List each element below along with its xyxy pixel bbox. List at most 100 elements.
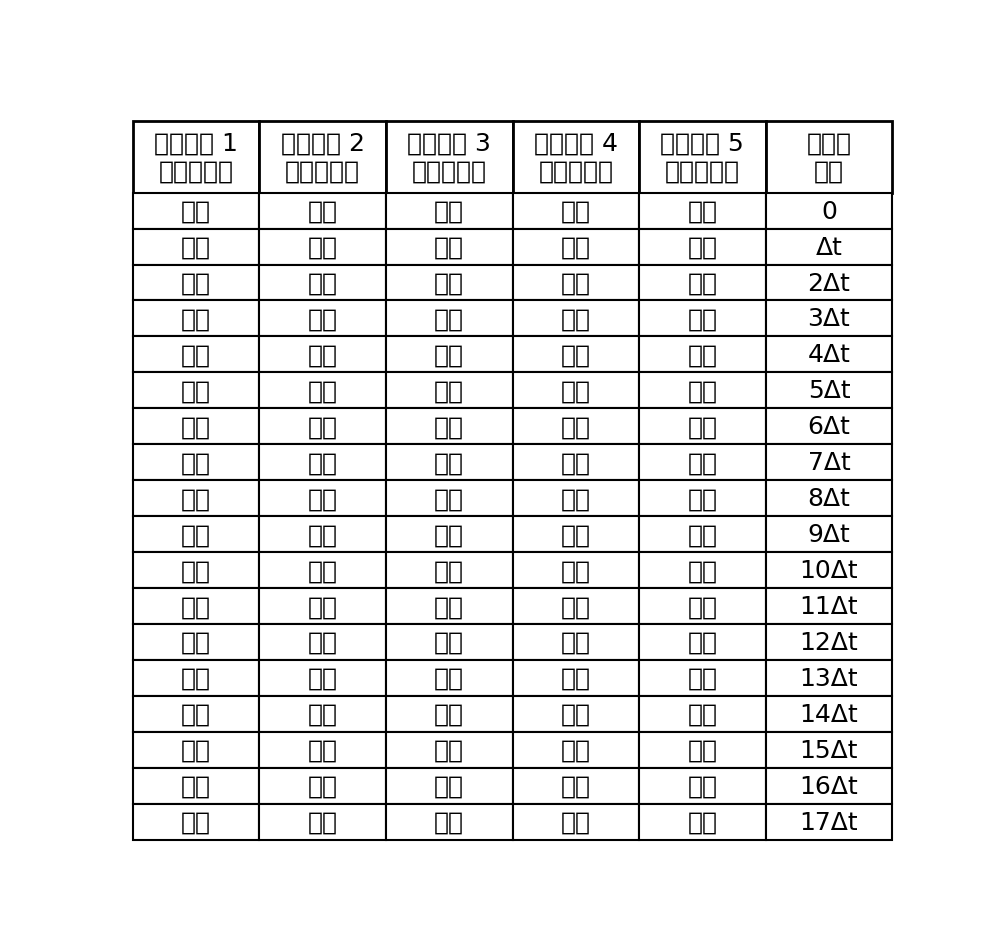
Bar — [766, 301, 892, 337]
Bar — [512, 193, 639, 229]
Text: 7Δt: 7Δt — [808, 451, 850, 475]
Bar — [512, 481, 639, 517]
Bar — [639, 337, 766, 373]
Text: 上路: 上路 — [434, 199, 464, 224]
Bar — [259, 696, 386, 732]
Bar — [386, 373, 512, 409]
Bar — [133, 661, 259, 696]
Bar — [386, 732, 512, 768]
Text: 下路: 下路 — [434, 630, 464, 654]
Text: 0: 0 — [821, 199, 837, 224]
Bar — [766, 732, 892, 768]
Text: 上路: 上路 — [561, 774, 591, 798]
Text: 上路: 上路 — [687, 630, 717, 654]
Text: 下路: 下路 — [561, 630, 591, 654]
Text: 下路: 下路 — [561, 738, 591, 763]
Text: 下路: 下路 — [434, 343, 464, 367]
Text: 17Δt: 17Δt — [800, 810, 858, 834]
Bar — [386, 122, 512, 193]
Bar — [512, 337, 639, 373]
Bar — [386, 337, 512, 373]
Bar — [639, 661, 766, 696]
Bar — [133, 337, 259, 373]
Text: 上路: 上路 — [687, 486, 717, 510]
Text: 下路: 下路 — [181, 810, 211, 834]
Text: 延时模块 2
光开关状态: 延时模块 2 光开关状态 — [281, 131, 365, 184]
Text: 下路: 下路 — [561, 523, 591, 546]
Text: 上路: 上路 — [561, 415, 591, 439]
Text: 上路: 上路 — [687, 594, 717, 619]
Text: 11Δt: 11Δt — [800, 594, 858, 619]
Bar — [133, 373, 259, 409]
Bar — [133, 552, 259, 588]
Bar — [386, 661, 512, 696]
Bar — [766, 409, 892, 445]
Text: 相对时
延量: 相对时 延量 — [806, 131, 851, 184]
Bar — [386, 481, 512, 517]
Text: 16Δt: 16Δt — [800, 774, 858, 798]
Text: 上路: 上路 — [181, 343, 211, 367]
Text: 下路: 下路 — [308, 703, 338, 726]
Bar — [639, 122, 766, 193]
Text: 上路: 上路 — [308, 630, 338, 654]
Text: 上路: 上路 — [308, 235, 338, 259]
Text: 上路: 上路 — [561, 379, 591, 403]
Bar — [512, 373, 639, 409]
Text: 下路: 下路 — [308, 451, 338, 475]
Text: 上路: 上路 — [181, 703, 211, 726]
Bar — [133, 229, 259, 266]
Text: 延时模块 5
光开关状态: 延时模块 5 光开关状态 — [660, 131, 744, 184]
Text: 6Δt: 6Δt — [808, 415, 850, 439]
Text: 下路: 下路 — [308, 271, 338, 295]
Bar — [512, 301, 639, 337]
Text: Δt: Δt — [816, 235, 842, 259]
Bar — [259, 552, 386, 588]
Bar — [512, 804, 639, 840]
Text: 上路: 上路 — [181, 199, 211, 224]
Text: 下路: 下路 — [181, 379, 211, 403]
Text: 下路: 下路 — [561, 666, 591, 690]
Text: 上路: 上路 — [687, 666, 717, 690]
Bar — [766, 229, 892, 266]
Bar — [133, 588, 259, 625]
Bar — [512, 625, 639, 661]
Bar — [133, 625, 259, 661]
Bar — [512, 661, 639, 696]
Bar — [386, 552, 512, 588]
Text: 上路: 上路 — [181, 559, 211, 583]
Text: 下路: 下路 — [434, 415, 464, 439]
Text: 上路: 上路 — [687, 199, 717, 224]
Text: 上路: 上路 — [181, 774, 211, 798]
Bar — [133, 732, 259, 768]
Bar — [259, 229, 386, 266]
Bar — [259, 804, 386, 840]
Text: 上路: 上路 — [687, 559, 717, 583]
Bar — [766, 481, 892, 517]
Text: 上路: 上路 — [561, 235, 591, 259]
Bar — [259, 301, 386, 337]
Bar — [766, 517, 892, 552]
Bar — [766, 804, 892, 840]
Bar — [512, 266, 639, 301]
Bar — [133, 193, 259, 229]
Text: 下路: 下路 — [434, 379, 464, 403]
Bar — [639, 445, 766, 481]
Bar — [259, 266, 386, 301]
Text: 14Δt: 14Δt — [800, 703, 858, 726]
Bar — [259, 732, 386, 768]
Text: 上路: 上路 — [561, 307, 591, 331]
Text: 延时模块 1
光开关状态: 延时模块 1 光开关状态 — [154, 131, 238, 184]
Text: 上路: 上路 — [687, 523, 717, 546]
Text: 上路: 上路 — [561, 199, 591, 224]
Text: 下路: 下路 — [434, 666, 464, 690]
Bar — [639, 481, 766, 517]
Bar — [386, 301, 512, 337]
Text: 上路: 上路 — [181, 486, 211, 510]
Text: 上路: 上路 — [434, 307, 464, 331]
Text: 下路: 下路 — [308, 559, 338, 583]
Bar — [259, 373, 386, 409]
Text: 上路: 上路 — [181, 415, 211, 439]
Bar — [386, 229, 512, 266]
Text: 上路: 上路 — [308, 199, 338, 224]
Text: 4Δt: 4Δt — [808, 343, 850, 367]
